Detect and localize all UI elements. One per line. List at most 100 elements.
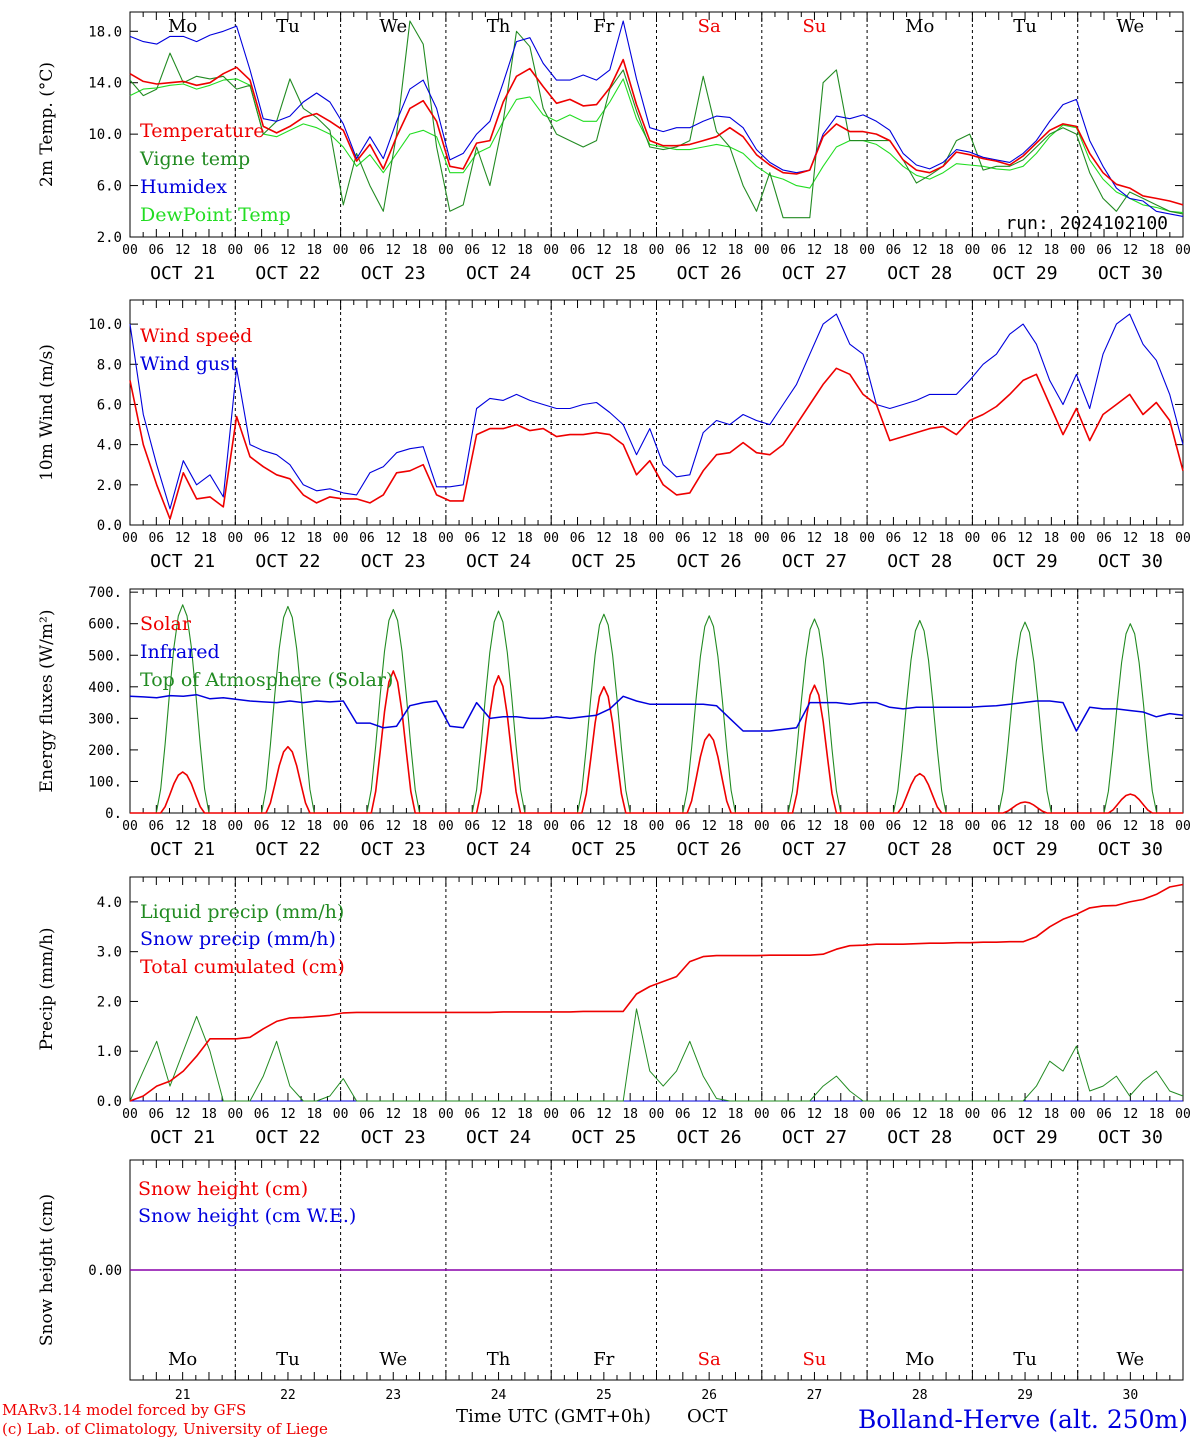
date-tick-label: OCT 29 bbox=[993, 1127, 1058, 1148]
hour-tick-label: 06 bbox=[780, 819, 796, 834]
legend-entry: DewPoint Temp bbox=[140, 204, 291, 226]
hour-tick-label: 00 bbox=[1070, 819, 1086, 834]
date-tick-label: OCT 26 bbox=[677, 839, 742, 860]
hour-tick-label: 00 bbox=[754, 1107, 770, 1122]
hour-tick-label: 18 bbox=[1044, 819, 1060, 834]
hour-tick-label: 00 bbox=[649, 819, 665, 834]
day-number-label: 27 bbox=[807, 1388, 823, 1403]
hour-tick-label: 12 bbox=[385, 243, 401, 258]
date-tick-label: OCT 26 bbox=[677, 263, 742, 284]
date-tick-label: OCT 30 bbox=[1098, 1127, 1163, 1148]
hour-tick-label: 18 bbox=[833, 243, 849, 258]
hour-tick-label: 06 bbox=[570, 243, 586, 258]
hour-tick-label: 06 bbox=[675, 243, 691, 258]
date-tick-label: OCT 30 bbox=[1098, 839, 1163, 860]
hour-tick-label: 00 bbox=[965, 531, 981, 546]
y-tick-label: 1.0 bbox=[97, 1044, 122, 1060]
hour-tick-label: 00 bbox=[754, 531, 770, 546]
date-tick-label: OCT 24 bbox=[466, 839, 531, 860]
hour-tick-label: 18 bbox=[938, 243, 954, 258]
day-label: Tu bbox=[276, 16, 300, 37]
hour-tick-label: 06 bbox=[254, 1107, 270, 1122]
y-tick-label: 100. bbox=[88, 774, 122, 790]
hour-tick-label: 18 bbox=[1044, 1107, 1060, 1122]
date-tick-label: OCT 25 bbox=[571, 839, 636, 860]
day-label: Sa bbox=[698, 16, 721, 37]
y-tick-label: 10.0 bbox=[88, 127, 122, 143]
hour-tick-label: 06 bbox=[464, 1107, 480, 1122]
day-number-label: 30 bbox=[1123, 1388, 1139, 1403]
legend-entry: Wind gust bbox=[140, 353, 238, 375]
hour-tick-label: 06 bbox=[464, 819, 480, 834]
hour-tick-label: 00 bbox=[1070, 1107, 1086, 1122]
hour-tick-label: 06 bbox=[464, 243, 480, 258]
date-tick-label: OCT 24 bbox=[466, 551, 531, 572]
hour-tick-label: 06 bbox=[1096, 1107, 1112, 1122]
day-label: Mo bbox=[905, 1349, 934, 1370]
y-tick-label: 2.0 bbox=[97, 994, 122, 1010]
hour-tick-label: 00 bbox=[859, 819, 875, 834]
copyright-credit: (c) Lab. of Climatology, University of L… bbox=[2, 1420, 328, 1438]
y-tick-label: 700. bbox=[88, 585, 122, 601]
hour-tick-label: 00 bbox=[1175, 531, 1191, 546]
run-label: run: 2024102100 bbox=[1005, 213, 1168, 234]
hour-tick-label: 12 bbox=[807, 1107, 823, 1122]
hour-tick-label: 00 bbox=[649, 531, 665, 546]
series-line-blue bbox=[129, 693, 1184, 732]
hour-tick-label: 18 bbox=[306, 531, 322, 546]
hour-tick-label: 12 bbox=[596, 819, 612, 834]
x-axis-title: Time UTC (GMT+0h) bbox=[456, 1406, 651, 1427]
date-tick-label: OCT 23 bbox=[361, 839, 426, 860]
hour-tick-label: 00 bbox=[122, 819, 138, 834]
hour-tick-label: 18 bbox=[201, 819, 217, 834]
hour-tick-label: 00 bbox=[1070, 243, 1086, 258]
hour-tick-label: 00 bbox=[122, 243, 138, 258]
date-tick-label: OCT 28 bbox=[887, 839, 952, 860]
hour-tick-label: 00 bbox=[227, 819, 243, 834]
hour-tick-label: 18 bbox=[517, 1107, 533, 1122]
hour-tick-label: 06 bbox=[780, 531, 796, 546]
hour-tick-label: 18 bbox=[833, 531, 849, 546]
hour-tick-label: 18 bbox=[306, 243, 322, 258]
hour-tick-label: 12 bbox=[491, 243, 507, 258]
hour-tick-label: 12 bbox=[701, 819, 717, 834]
hour-tick-label: 18 bbox=[1149, 243, 1165, 258]
hour-tick-label: 06 bbox=[886, 531, 902, 546]
hour-tick-label: 00 bbox=[438, 1107, 454, 1122]
hour-tick-label: 06 bbox=[254, 531, 270, 546]
date-tick-label: OCT 26 bbox=[677, 1127, 742, 1148]
hour-tick-label: 00 bbox=[333, 531, 349, 546]
y-tick-label: 8.0 bbox=[97, 357, 122, 373]
hour-tick-label: 12 bbox=[1017, 531, 1033, 546]
hour-tick-label: 12 bbox=[175, 819, 191, 834]
hour-tick-label: 06 bbox=[991, 243, 1007, 258]
hour-tick-label: 06 bbox=[570, 531, 586, 546]
hour-tick-label: 18 bbox=[306, 1107, 322, 1122]
hour-tick-label: 12 bbox=[596, 531, 612, 546]
hour-tick-label: 06 bbox=[991, 1107, 1007, 1122]
legend-entry: Vigne temp bbox=[139, 148, 250, 170]
hour-tick-label: 12 bbox=[701, 243, 717, 258]
hour-tick-label: 06 bbox=[1096, 243, 1112, 258]
hour-tick-label: 18 bbox=[938, 1107, 954, 1122]
date-tick-label: OCT 30 bbox=[1098, 263, 1163, 284]
date-tick-label: OCT 22 bbox=[255, 551, 320, 572]
day-number-label: 29 bbox=[1017, 1388, 1033, 1403]
series-line-red bbox=[130, 670, 1183, 814]
hour-tick-label: 06 bbox=[464, 531, 480, 546]
month-label: OCT bbox=[687, 1406, 728, 1427]
hour-tick-label: 18 bbox=[622, 531, 638, 546]
hour-tick-label: 18 bbox=[622, 1107, 638, 1122]
hour-tick-label: 12 bbox=[912, 819, 928, 834]
day-label: We bbox=[1117, 16, 1145, 37]
y-tick-label: 10.0 bbox=[88, 317, 122, 333]
y-tick-label: 2.0 bbox=[97, 230, 122, 246]
hour-tick-label: 18 bbox=[201, 1107, 217, 1122]
y-tick-label: 400. bbox=[88, 680, 122, 696]
hour-tick-label: 12 bbox=[175, 243, 191, 258]
y-tick-label: 18.0 bbox=[88, 24, 122, 40]
y-axis-title: Snow height (cm) bbox=[37, 1194, 57, 1346]
hour-tick-label: 00 bbox=[965, 819, 981, 834]
date-tick-label: OCT 25 bbox=[571, 1127, 636, 1148]
series-line-red bbox=[129, 883, 1184, 1102]
